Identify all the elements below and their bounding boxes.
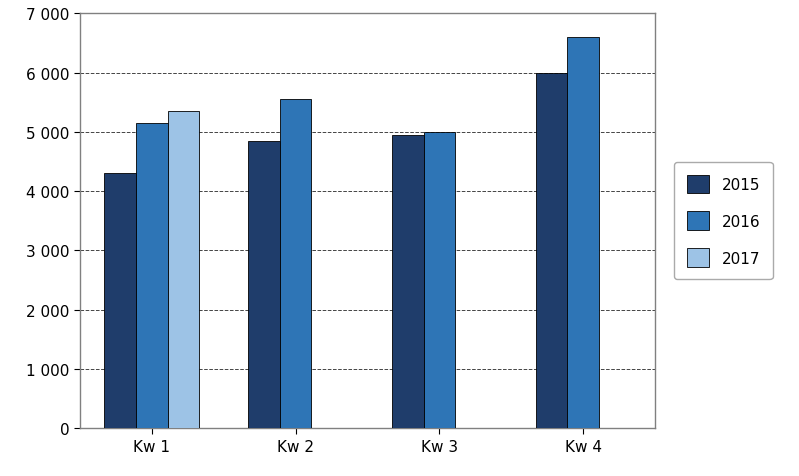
Bar xyxy=(105,174,136,428)
Bar xyxy=(392,136,423,428)
Bar xyxy=(536,73,567,428)
Bar xyxy=(280,100,312,428)
Bar xyxy=(423,133,455,428)
Bar xyxy=(168,112,199,428)
Bar xyxy=(567,38,599,428)
Bar xyxy=(248,141,280,428)
Bar xyxy=(136,124,168,428)
Legend: 2015, 2016, 2017: 2015, 2016, 2017 xyxy=(674,163,773,280)
